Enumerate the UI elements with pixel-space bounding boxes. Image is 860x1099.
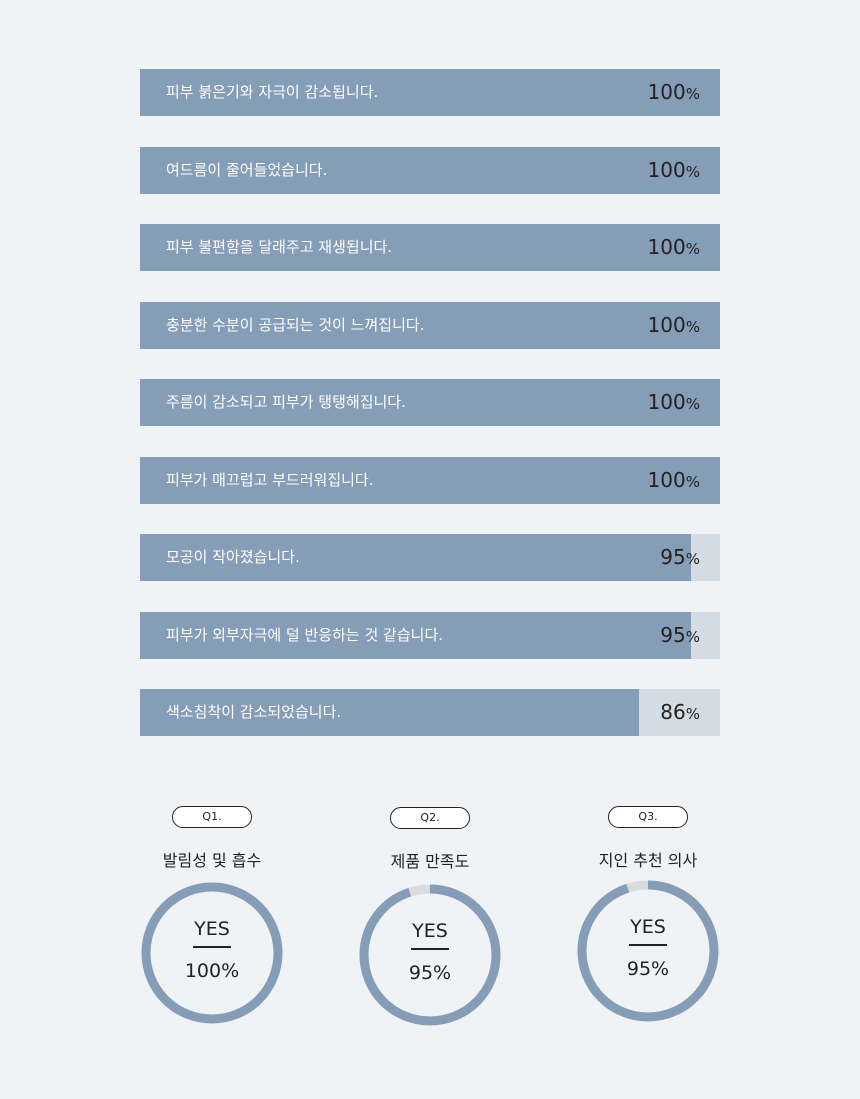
question-card: Q2. 제품 만족도 YES 95% <box>357 807 503 1026</box>
bar-value-number: 100 <box>647 80 686 104</box>
donut-arc <box>577 880 719 1022</box>
question-title: 제품 만족도 <box>390 852 470 871</box>
bar-row: 색소침착이 감소되었습니다. 86% <box>140 689 720 736</box>
answer-label: YES <box>412 920 448 942</box>
bar-value-unit: % <box>685 627 700 646</box>
donut-svg <box>141 882 283 1024</box>
bar-fill <box>140 534 691 581</box>
bar-value-number: 100 <box>647 312 686 337</box>
bar-fill <box>140 689 639 736</box>
bar-label: 피부가 매끄럽고 부드러워집니다. <box>166 470 374 489</box>
answer-label: YES <box>630 916 666 938</box>
answer-label: YES <box>194 918 230 940</box>
bar-label: 색소침착이 감소되었습니다. <box>166 703 342 721</box>
bar-value: 100% <box>648 147 700 196</box>
bar-value-number: 100 <box>647 157 686 182</box>
bar-value: 95% <box>660 612 700 661</box>
bar-value-number: 100 <box>647 235 686 259</box>
donut-ring: YES 100% <box>139 880 285 1026</box>
bar-fill <box>140 379 720 426</box>
bar-row: 모공이 작아졌습니다. 95% <box>140 534 720 581</box>
bar-value-unit: % <box>685 395 700 413</box>
bar-value-number: 100 <box>647 467 686 492</box>
answer-value: 95% <box>408 962 452 984</box>
question-title: 지인 추천 의사 <box>598 851 698 870</box>
bar-fill <box>140 611 691 659</box>
donut-ring: YES 95% <box>575 878 721 1024</box>
bar-value-number: 100 <box>647 390 686 414</box>
answer-underline <box>411 948 449 950</box>
bar-fill <box>140 301 720 349</box>
donut-ring: YES 95% <box>357 882 503 1028</box>
question-title: 발림성 및 흡수 <box>162 851 262 870</box>
bar-value: 100% <box>648 379 700 428</box>
bar-value: 95% <box>660 534 700 583</box>
bar-value-number: 95 <box>660 545 686 569</box>
bar-row: 피부가 외부자극에 덜 반응하는 것 같습니다. 95% <box>140 611 720 661</box>
donut-svg <box>359 884 501 1026</box>
answer-underline <box>629 944 667 946</box>
bar-value: 86% <box>660 689 700 738</box>
bar-row: 여드름이 줄어들었습니다. 100% <box>140 146 720 196</box>
bar-value: 100% <box>648 302 700 351</box>
bar-value-unit: % <box>685 317 700 336</box>
bar-value-number: 86 <box>660 700 686 724</box>
answer-underline <box>193 946 231 948</box>
bar-label: 피부 붉은기와 자극이 감소됩니다. <box>166 83 379 101</box>
answer-value: 95% <box>626 958 670 980</box>
bar-row: 피부가 매끄럽고 부드러워집니다. 100% <box>140 456 720 506</box>
donut-arc <box>141 882 283 1024</box>
answer-value: 100% <box>184 960 240 982</box>
bar-label: 주름이 감소되고 피부가 탱탱해집니다. <box>166 393 406 411</box>
bar-value-unit: % <box>685 550 700 568</box>
bar-fill <box>140 224 720 271</box>
bar-value: 100% <box>648 224 700 273</box>
question-card: Q3. 지인 추천 의사 YES 95% <box>575 806 721 1022</box>
question-number-pill: Q1. <box>172 806 252 828</box>
bar-label: 여드름이 줄어들었습니다. <box>166 160 328 179</box>
question-card: Q1. 발림성 및 흡수 YES 100% <box>139 806 285 1024</box>
bar-row: 피부 붉은기와 자극이 감소됩니다. 100% <box>140 69 720 116</box>
bar-value-unit: % <box>685 85 700 103</box>
donut-arc <box>359 884 501 1026</box>
bar-label: 피부가 외부자극에 덜 반응하는 것 같습니다. <box>166 625 444 644</box>
bar-value: 100% <box>648 69 700 118</box>
bar-label: 충분한 수분이 공급되는 것이 느껴집니다. <box>166 315 425 334</box>
bar-fill <box>140 456 720 504</box>
bar-value-unit: % <box>685 705 700 723</box>
bar-value-unit: % <box>685 240 700 258</box>
bar-fill <box>140 69 720 116</box>
bar-value-number: 95 <box>660 622 686 647</box>
bar-row: 충분한 수분이 공급되는 것이 느껴집니다. 100% <box>140 301 720 351</box>
bar-value-unit: % <box>685 162 700 181</box>
bar-row: 피부 불편함을 달래주고 재생됩니다. 100% <box>140 224 720 271</box>
donut-svg <box>577 880 719 1022</box>
bar-label: 모공이 작아졌습니다. <box>166 548 300 566</box>
bar-row: 주름이 감소되고 피부가 탱탱해집니다. 100% <box>140 379 720 426</box>
question-number-pill: Q2. <box>390 807 470 829</box>
bar-label: 피부 불편함을 달래주고 재생됩니다. <box>166 238 393 256</box>
survey-bar-chart: 피부 붉은기와 자극이 감소됩니다. 100% 여드름이 줄어들었습니다. 100% 피… <box>140 69 720 767</box>
bar-value-unit: % <box>685 472 700 491</box>
bar-value: 100% <box>648 457 700 506</box>
bar-fill <box>140 146 720 194</box>
question-number-pill: Q3. <box>608 806 688 828</box>
